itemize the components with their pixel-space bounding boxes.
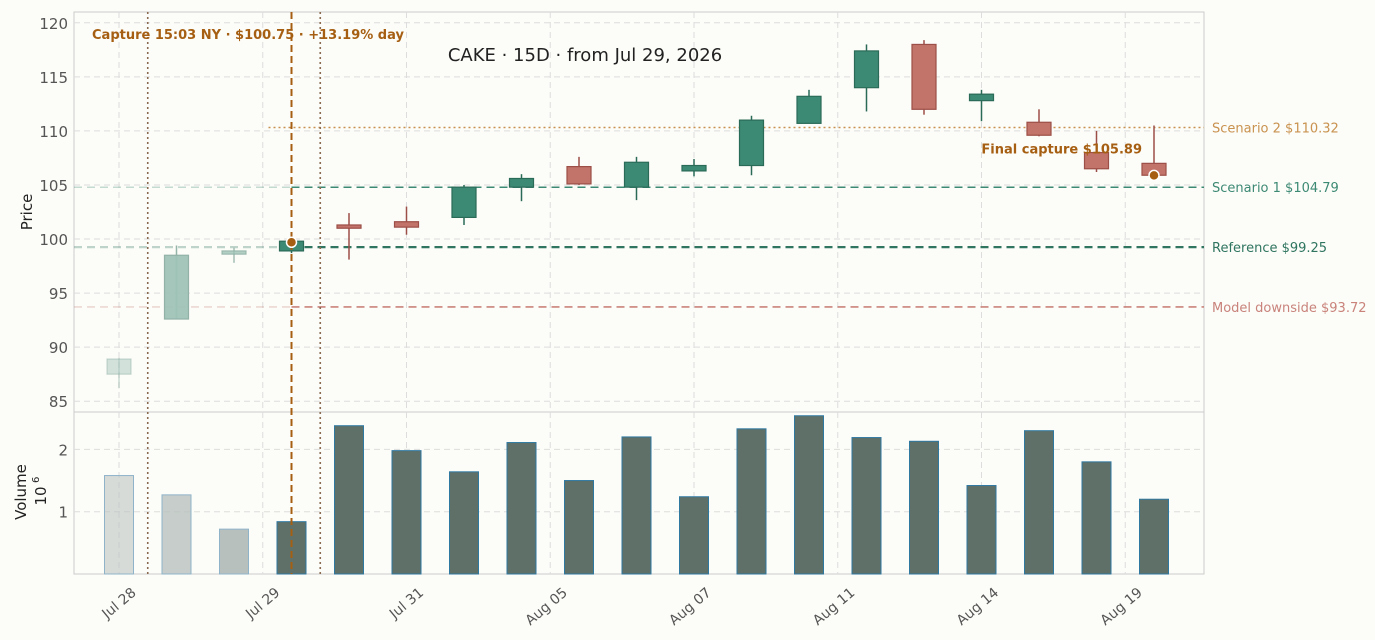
capture-dot [285, 236, 298, 249]
x-tick-labels: Jul 28 Jul 29 Jul 31 Aug 05 Aug 07 Aug 11 Aug … [99, 585, 1146, 629]
x-tick-label: Jul 29 [242, 585, 283, 623]
candle-body [508, 177, 535, 188]
final-capture-dot [1148, 169, 1160, 182]
x-tick-label: Aug 07 [666, 585, 714, 629]
price-tick-label: 120 [39, 15, 68, 33]
candle-body [623, 161, 650, 188]
level-label: Reference $99.25 [1212, 241, 1327, 256]
candle-body [853, 50, 880, 89]
level-labels: Scenario 2 $110.32 Scenario 1 $104.79 Refe… [1212, 121, 1367, 315]
volume-bar [219, 528, 249, 575]
volume-bar [334, 425, 364, 575]
final-capture-label: Final capture $105.89 [981, 142, 1142, 157]
x-tick-label: Aug 19 [1098, 585, 1146, 629]
candle-body [221, 250, 247, 255]
volume-tick-label: 2 [58, 441, 68, 459]
volume-bar [1024, 430, 1054, 575]
volume-bar [391, 450, 422, 575]
candle-body [451, 186, 477, 219]
level-label: Scenario 1 $104.79 [1212, 181, 1339, 196]
candle-body [681, 164, 707, 172]
volume-exponent: 10 6 [31, 477, 50, 506]
price-tick-label: 105 [39, 177, 68, 195]
volume-bar [679, 496, 709, 575]
capture-layer: Capture 15:03 NY · $100.75 · +13.19% day… [92, 12, 1160, 574]
volume-axis-label: Volume [12, 464, 30, 520]
level-lines [74, 126, 1204, 308]
volume-bar [851, 437, 882, 575]
volume-bar [564, 480, 594, 575]
volume-y-ticks: 12 [58, 441, 68, 521]
x-tick-label: Jul 31 [386, 585, 427, 623]
candle-body [336, 224, 362, 229]
volume-bar [736, 428, 767, 575]
price-tick-label: 95 [49, 285, 68, 303]
price-tick-label: 85 [49, 393, 68, 411]
x-tick-label: Aug 14 [954, 585, 1002, 629]
candle-body [393, 221, 420, 228]
price-tick-label: 100 [39, 231, 68, 249]
price-tick-label: 90 [49, 339, 68, 357]
price-axis-label: Price [18, 194, 36, 231]
volume-bar [966, 485, 997, 575]
volume-bar [104, 475, 134, 575]
volume-bars [104, 415, 1169, 575]
price-grid [74, 22, 1204, 402]
x-tick-label: Aug 11 [810, 585, 858, 629]
candle-body [911, 43, 937, 110]
x-tick-label: Jul 28 [99, 585, 140, 623]
volume-bar [621, 436, 652, 575]
candle-body [106, 358, 132, 375]
price-y-ticks: 85 90 95 100 105 110 115 120 [39, 15, 68, 411]
price-tick-label: 115 [39, 69, 68, 87]
level-label: Model downside $93.72 [1212, 301, 1367, 316]
volume-bar [1139, 498, 1169, 575]
volume-bar [161, 494, 192, 575]
candle-body [1083, 151, 1110, 170]
volume-bar [506, 442, 537, 575]
chart-title: CAKE · 15D · from Jul 29, 2026 [448, 45, 722, 66]
candle-body [796, 95, 822, 124]
session-markers [146, 12, 322, 574]
candle-body [163, 254, 190, 320]
candle-body [738, 119, 765, 167]
volume-tick-label: 1 [58, 504, 68, 522]
volume-bar [909, 440, 939, 575]
price-tick-label: 110 [39, 123, 68, 141]
volume-exponent-power: 6 [31, 477, 42, 483]
candle-body [1026, 121, 1052, 136]
volume-bar [449, 471, 479, 575]
capture-label: Capture 15:03 NY · $100.75 · +13.19% day [92, 28, 404, 43]
candle-body [566, 165, 592, 185]
x-tick-label: Aug 05 [523, 585, 571, 629]
candles [106, 40, 1167, 389]
level-label: Scenario 2 $110.32 [1212, 121, 1339, 136]
volume-bar [1081, 461, 1112, 575]
volume-bar [794, 415, 824, 575]
candle-body [968, 93, 995, 102]
volume-exponent-base: 10 [32, 486, 50, 505]
